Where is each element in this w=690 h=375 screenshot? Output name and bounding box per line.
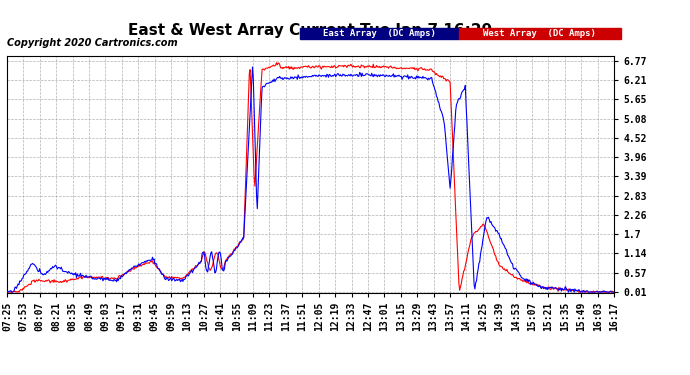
Text: East Array  (DC Amps): East Array (DC Amps)	[323, 29, 436, 38]
Text: Copyright 2020 Cartronics.com: Copyright 2020 Cartronics.com	[7, 38, 177, 48]
Text: West Array  (DC Amps): West Array (DC Amps)	[484, 29, 596, 38]
Text: East & West Array Current Tue Jan 7 16:29: East & West Array Current Tue Jan 7 16:2…	[128, 22, 493, 38]
